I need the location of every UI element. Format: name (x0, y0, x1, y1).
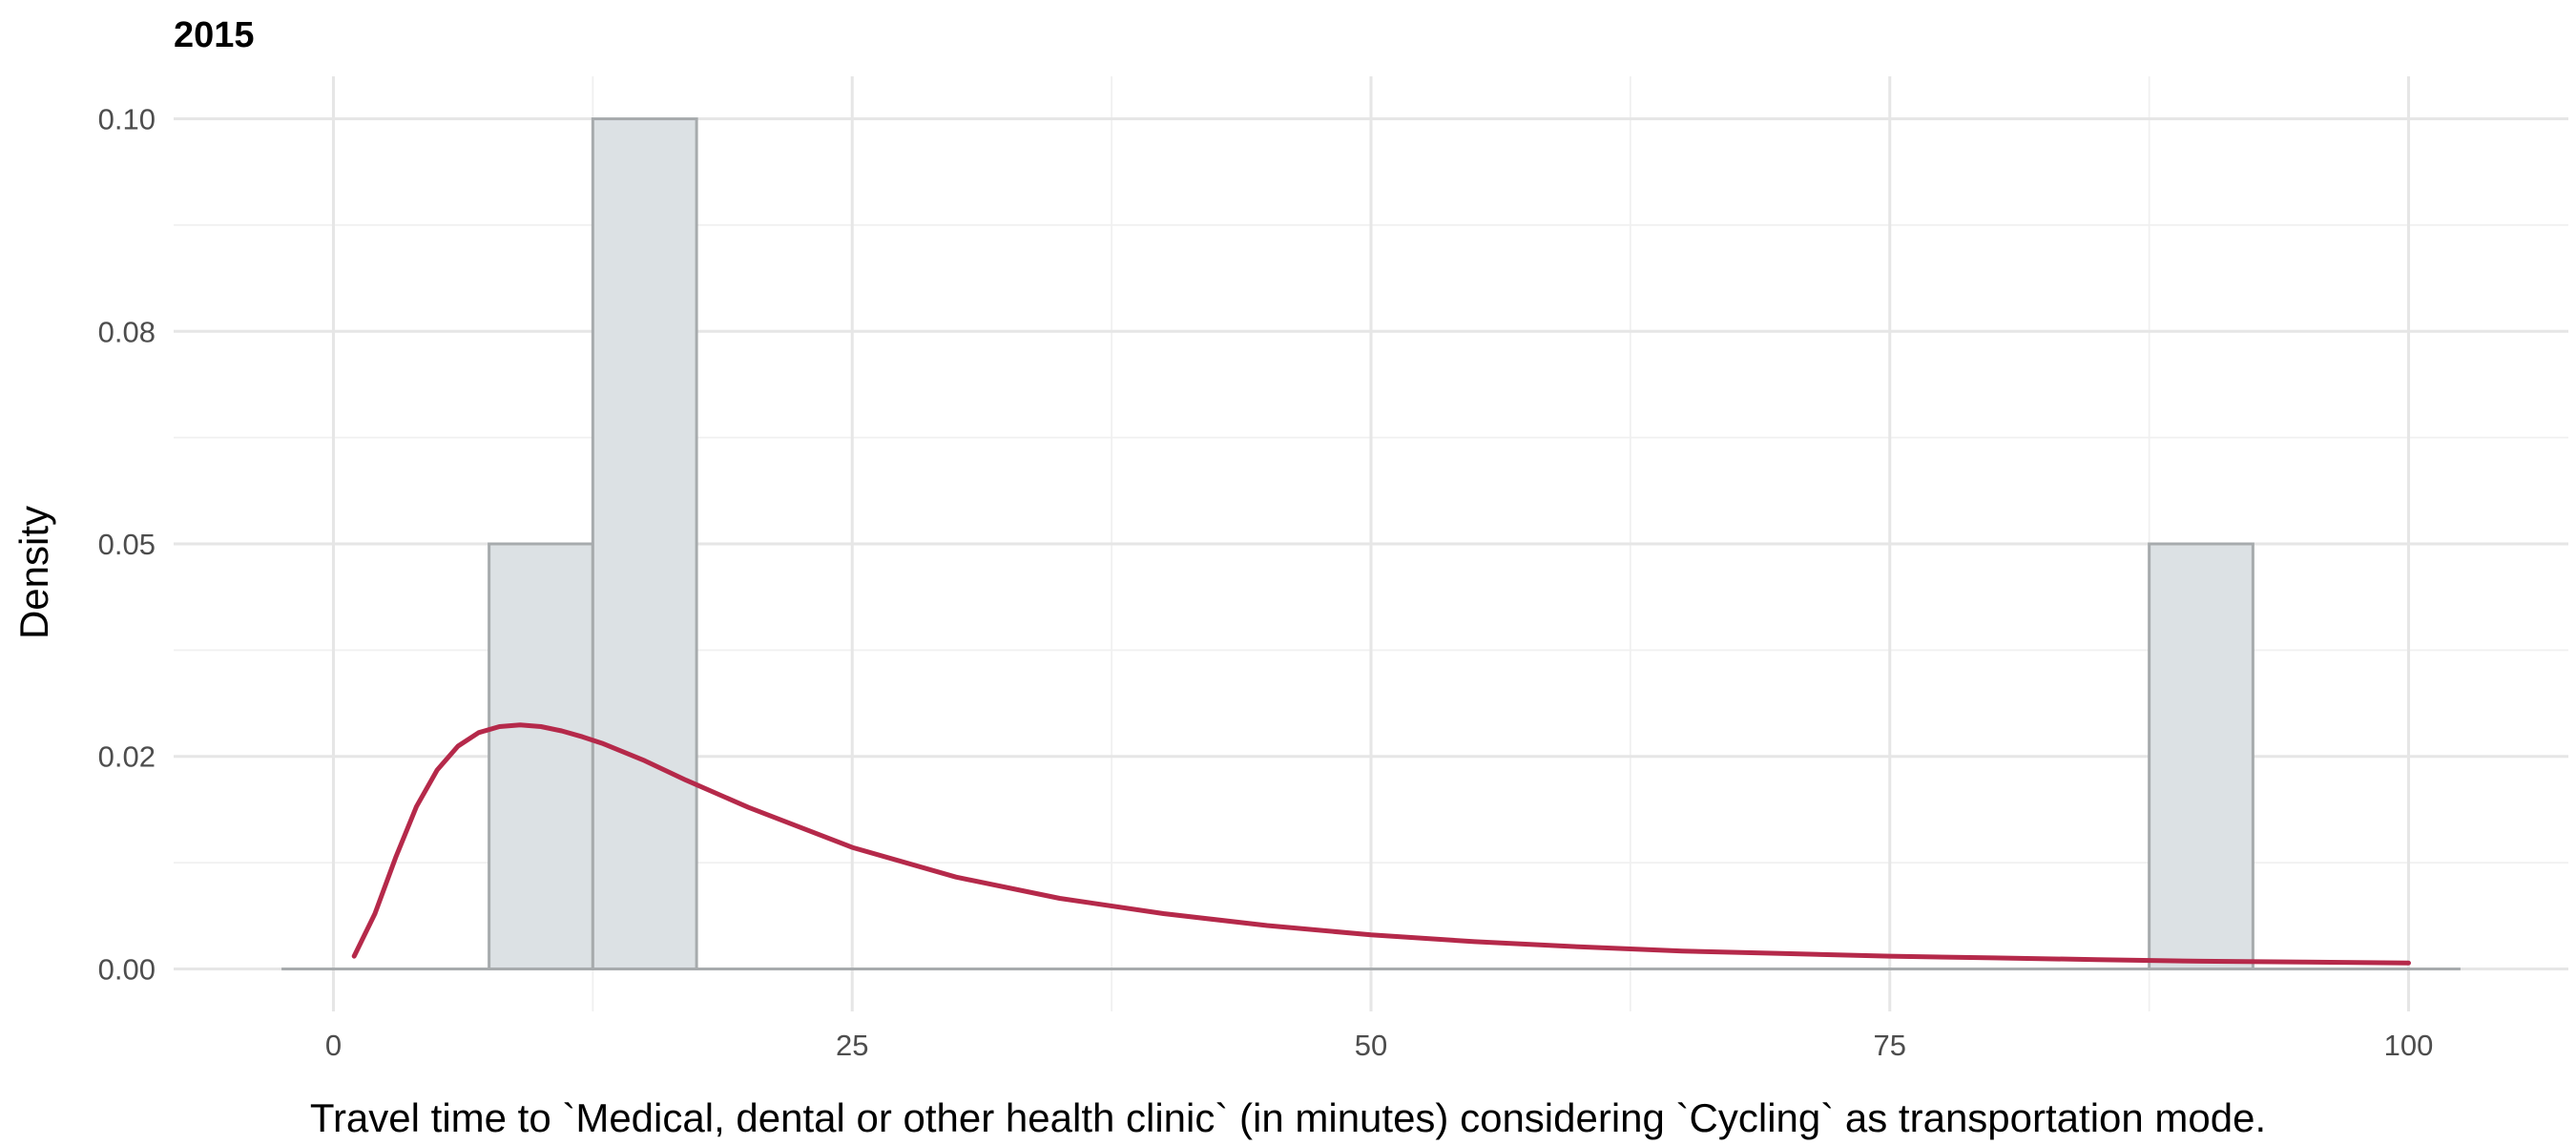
y-tick-label: 0.10 (98, 103, 156, 136)
density-line (351, 722, 2411, 966)
histogram-bar-2 (591, 117, 698, 970)
histogram-bar-1 (488, 542, 594, 970)
y-axis-title: Density (11, 506, 56, 639)
x-tick-label: 100 (2384, 1029, 2434, 1062)
x-axis-title: Travel time to `Medical, dental or other… (310, 1095, 2266, 1140)
x-tick-label: 50 (1355, 1029, 1387, 1062)
x-tick-label: 0 (325, 1029, 342, 1062)
histogram-bar-3 (2148, 542, 2254, 970)
y-tick-label: 0.00 (98, 952, 156, 986)
density-curve (351, 722, 2411, 966)
y-tick-label: 0.05 (98, 528, 156, 561)
histogram-bars (488, 117, 2254, 970)
facet-title: 2015 (174, 15, 255, 55)
tick-labels: 0 25 50 75 100 0.00 0.02 0.05 0.08 0.10 (98, 103, 2434, 1062)
y-tick-label: 0.08 (98, 315, 156, 348)
y-tick-label: 0.02 (98, 740, 156, 774)
x-tick-label: 25 (836, 1029, 868, 1062)
x-tick-label: 75 (1874, 1029, 1906, 1062)
